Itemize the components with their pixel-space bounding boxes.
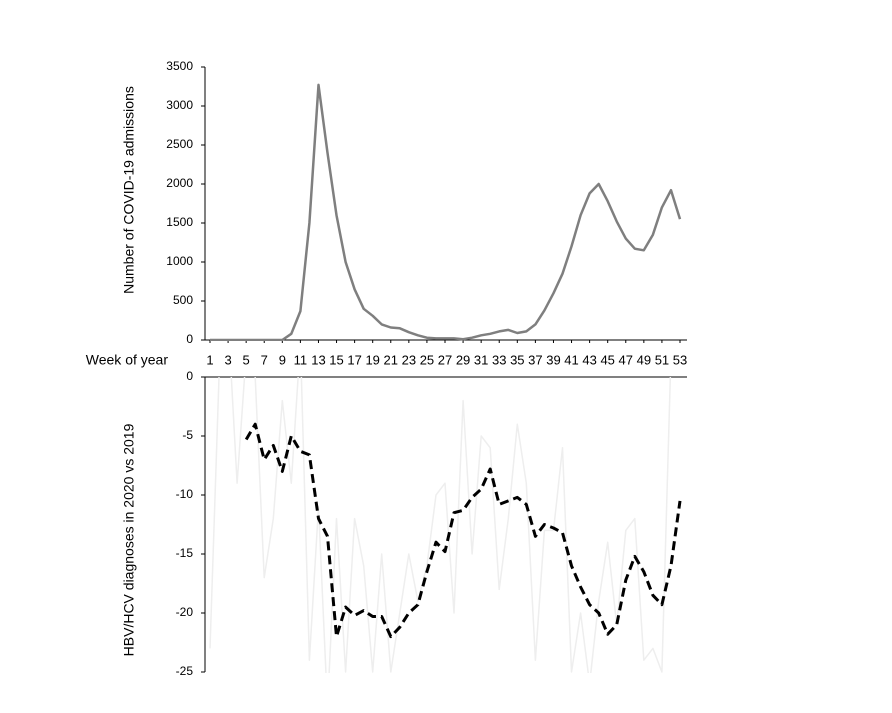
y-tick-label: -10 (176, 487, 194, 501)
x-tick-label: 3 (224, 352, 231, 367)
x-tick-label: 41 (564, 352, 578, 367)
x-tick-label: 17 (347, 352, 361, 367)
y-tick-label: 1500 (166, 215, 193, 229)
x-tick-label: 23 (402, 352, 416, 367)
x-tick-label: 45 (600, 352, 614, 367)
y-axis-label: Number of COVID-19 admissions (121, 86, 137, 294)
x-tick-label: 5 (243, 352, 250, 367)
x-tick-label: 35 (510, 352, 524, 367)
plot-area (209, 377, 682, 673)
x-tick-label: 21 (384, 352, 398, 367)
data-line (210, 83, 682, 341)
data-line (244, 422, 682, 639)
x-tick-label: 37 (528, 352, 542, 367)
x-tick-label: 1 (206, 352, 213, 367)
x-tick-label: 47 (619, 352, 633, 367)
y-tick-label: 3500 (166, 59, 193, 73)
y-tick-label: 2000 (166, 176, 193, 190)
data-line (209, 377, 672, 673)
x-tick-label: 27 (438, 352, 452, 367)
y-tick-label: 1000 (166, 254, 193, 268)
x-tick-label: 11 (294, 352, 308, 367)
x-axis-label: Week of year (86, 352, 169, 368)
x-tick-label: 31 (474, 352, 488, 367)
x-tick-label: 43 (582, 352, 596, 367)
y-tick-label: 3000 (166, 98, 193, 112)
plot-area (210, 83, 682, 341)
x-tick-label: 29 (456, 352, 470, 367)
x-tick-label: 19 (365, 352, 379, 367)
y-tick-label: 0 (186, 332, 193, 346)
y-axis-label: HBV/HCV diagnoses in 2020 vs 2019 (121, 423, 137, 656)
x-tick-label: 33 (492, 352, 506, 367)
x-tick-label: 25 (420, 352, 434, 367)
x-tick-label: 7 (261, 352, 268, 367)
x-tick-label: 13 (311, 352, 325, 367)
y-tick-label: 500 (173, 293, 193, 307)
x-tick-label: 53 (673, 352, 687, 367)
x-tick-label: 15 (329, 352, 343, 367)
x-tick-label: 49 (637, 352, 651, 367)
x-tick-label: 39 (546, 352, 560, 367)
x-tick-label: 51 (655, 352, 669, 367)
y-tick-label: -5 (182, 428, 193, 442)
y-tick-label: -15 (176, 546, 194, 560)
y-tick-label: -20 (176, 605, 194, 619)
y-tick-label: 2500 (166, 137, 193, 151)
x-tick-label: 9 (279, 352, 286, 367)
y-tick-label: 0 (186, 369, 193, 383)
y-tick-label: -25 (176, 664, 194, 678)
